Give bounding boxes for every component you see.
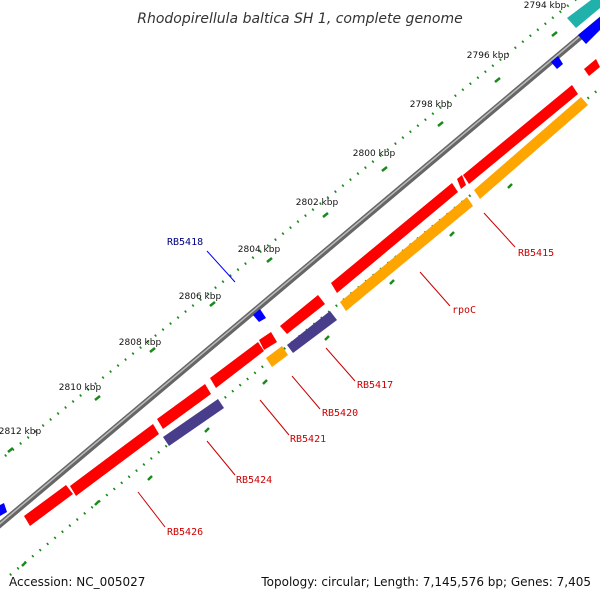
outer-dotted-track bbox=[0, 0, 578, 462]
genome-backbone bbox=[0, 16, 600, 529]
gene-left-arrow[interactable] bbox=[24, 485, 73, 526]
gene-rpoc[interactable] bbox=[340, 197, 473, 311]
label-rb5418[interactable]: RB5418 bbox=[167, 237, 203, 248]
tick-label: 2796 kbp bbox=[467, 51, 510, 61]
genome-backbone-highlight bbox=[0, 18, 600, 525]
tick-label: 2794 kbp bbox=[524, 1, 567, 11]
gene-edge-arrow[interactable] bbox=[584, 59, 600, 76]
tick-label: 2804 kbp bbox=[238, 245, 281, 255]
tick-label: 2798 kbp bbox=[410, 100, 453, 110]
tick-labels: 2794 kbp 2796 kbp 2798 kbp 2800 kbp 2802… bbox=[0, 1, 566, 437]
label-rb5420[interactable]: RB5420 bbox=[322, 408, 358, 419]
gene-rb5421-partner-arrow[interactable] bbox=[210, 342, 264, 388]
gene-rpoc-extension[interactable] bbox=[474, 97, 588, 199]
tick-label: 2812 kbp bbox=[0, 427, 41, 437]
label-rpoc[interactable]: rpoC bbox=[452, 305, 476, 316]
gene-rb5420-partner-arrow[interactable] bbox=[259, 332, 277, 350]
tick-label: 2806 kbp bbox=[179, 292, 222, 302]
gene-rb5420[interactable] bbox=[266, 346, 288, 367]
tick-label: 2808 kbp bbox=[119, 338, 162, 348]
gene-labels: RB5418 RB5415 rpoC RB5417 RB5420 RB5421 … bbox=[167, 237, 554, 538]
accession-text: Accession: NC_005027 bbox=[9, 575, 145, 589]
gene-rb5424[interactable] bbox=[163, 399, 224, 446]
blue-feature-top[interactable] bbox=[578, 17, 600, 44]
gene-rb5417-partner-arrow[interactable] bbox=[280, 295, 325, 334]
blue-marker-left[interactable] bbox=[0, 503, 7, 516]
gene-rb5415-arrow[interactable] bbox=[463, 85, 578, 184]
blue-marker-2796[interactable] bbox=[551, 56, 563, 69]
label-rb5424[interactable]: RB5424 bbox=[236, 475, 272, 486]
tick-label: 2800 kbp bbox=[353, 149, 396, 159]
map-title: Rhodopirellula baltica SH 1, complete ge… bbox=[137, 11, 463, 27]
genome-summary-text: Topology: circular; Length: 7,145,576 bp… bbox=[260, 575, 591, 589]
label-rb5417[interactable]: RB5417 bbox=[357, 380, 393, 391]
gene-rb5426-arrow[interactable] bbox=[70, 424, 159, 496]
small-features bbox=[0, 0, 600, 516]
label-rb5426[interactable]: RB5426 bbox=[167, 527, 203, 538]
blue-marker-rb5418[interactable] bbox=[253, 309, 266, 322]
label-rb5421[interactable]: RB5421 bbox=[290, 434, 326, 445]
tick-label: 2810 kbp bbox=[59, 383, 102, 393]
gene-small-arrow[interactable] bbox=[457, 175, 466, 189]
inner-ticks bbox=[21, 183, 513, 567]
gene-rb5424-partner-arrow[interactable] bbox=[157, 384, 211, 429]
label-rb5415[interactable]: RB5415 bbox=[518, 248, 554, 259]
gene-rb5417[interactable] bbox=[287, 311, 337, 353]
teal-feature[interactable] bbox=[567, 0, 600, 28]
leader-lines bbox=[137, 212, 516, 528]
outer-ticks bbox=[7, 31, 558, 453]
forward-cds-track bbox=[24, 59, 600, 526]
tick-label: 2802 kbp bbox=[296, 198, 339, 208]
gene-rpoc-partner-arrow[interactable] bbox=[331, 183, 458, 293]
reverse-cds-track bbox=[163, 97, 588, 446]
